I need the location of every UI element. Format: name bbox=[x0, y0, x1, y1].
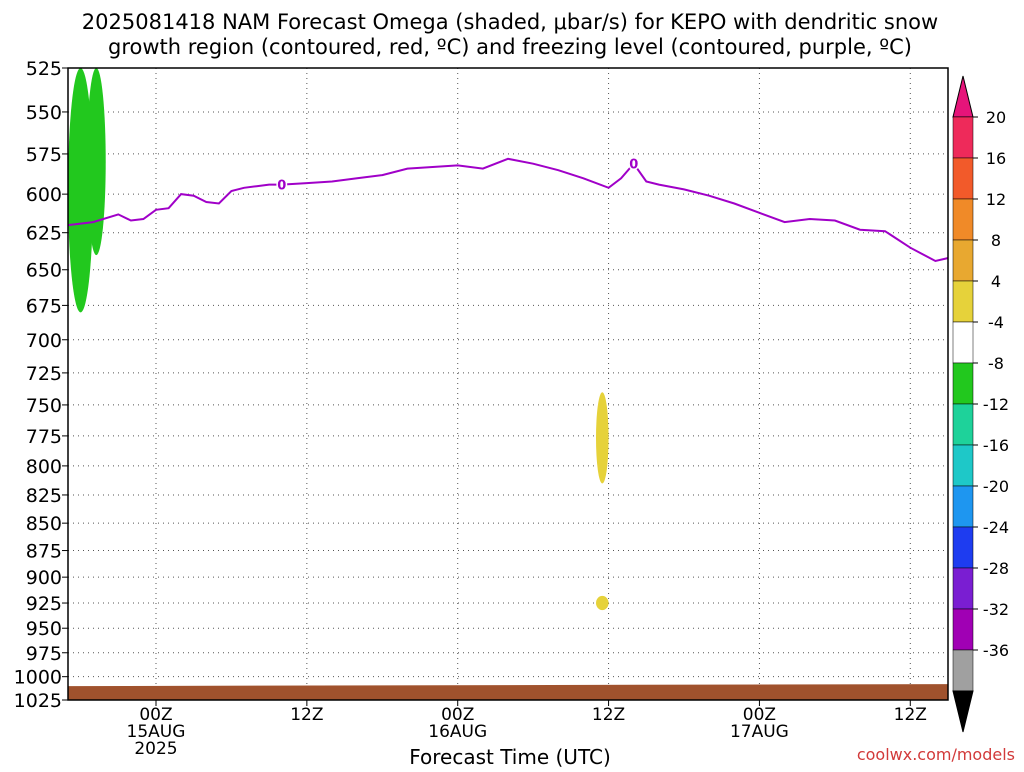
y-tick-label: 1025 bbox=[14, 690, 62, 712]
y-tick-label: 675 bbox=[26, 295, 62, 317]
y-tick-label: 700 bbox=[26, 330, 62, 352]
colorbar-swatch bbox=[952, 567, 974, 610]
x-tick-label: 12Z bbox=[894, 705, 927, 725]
colorbar-swatch bbox=[952, 116, 974, 159]
colorbar-label: -4 bbox=[988, 313, 1004, 332]
y-tick-label: 900 bbox=[26, 567, 62, 589]
freezing-level-line bbox=[68, 157, 948, 263]
colorbar-swatch bbox=[952, 321, 974, 364]
colorbar-swatch bbox=[952, 362, 974, 405]
y-tick-label: 600 bbox=[26, 184, 62, 206]
colorbar-label: -28 bbox=[983, 559, 1009, 578]
freezing-level-contour-label: 0 bbox=[277, 179, 286, 194]
x-tick-label: 12Z bbox=[592, 705, 625, 725]
colorbar-label: -16 bbox=[983, 436, 1009, 455]
terrain-fill bbox=[68, 684, 948, 700]
gridlines bbox=[68, 67, 948, 701]
colorbar-swatch bbox=[952, 526, 974, 569]
colorbar-label: -8 bbox=[988, 354, 1004, 373]
x-tick-label: 00Z bbox=[441, 705, 474, 725]
omega-region bbox=[86, 68, 106, 256]
plot-background bbox=[68, 68, 948, 700]
colorbar-top-arrow bbox=[952, 75, 974, 118]
colorbar-label: 12 bbox=[986, 190, 1006, 209]
x-tick-date-label: 15AUG bbox=[127, 722, 186, 742]
y-tick-label: 975 bbox=[26, 643, 62, 665]
freezing-level-contour: 00 bbox=[68, 156, 948, 263]
y-tick-label: 575 bbox=[26, 144, 62, 166]
colorbar-label: -12 bbox=[983, 395, 1009, 414]
colorbar-swatch bbox=[952, 198, 974, 241]
y-tick-label: 625 bbox=[26, 223, 62, 245]
omega-region bbox=[596, 595, 609, 611]
plot-frame bbox=[67, 67, 949, 701]
x-tick-label: 12Z bbox=[290, 705, 323, 725]
y-tick-label: 925 bbox=[26, 593, 62, 615]
x-tick-year-label: 2025 bbox=[134, 739, 177, 759]
omega-region bbox=[596, 392, 609, 484]
colorbar-swatch bbox=[952, 403, 974, 446]
colorbar-label: 4 bbox=[991, 272, 1001, 291]
y-axis-ticks: 525 550 575 600 625 650 675 700 725 750 775 800 825 8… bbox=[14, 58, 68, 712]
colorbar-swatch bbox=[952, 649, 974, 692]
colorbar: 20 16 12 8 4 -4 -8 -12 -16 -20 -24 -28 -32 -36 bbox=[952, 75, 1009, 733]
omega-region bbox=[68, 68, 94, 313]
colorbar-label: -36 bbox=[983, 641, 1009, 660]
colorbar-swatch bbox=[952, 608, 974, 651]
omega-region bbox=[1017, 68, 1024, 653]
y-tick-label: 950 bbox=[26, 618, 62, 640]
colorbar-swatch bbox=[952, 280, 974, 323]
y-tick-label: 825 bbox=[26, 485, 62, 507]
colorbar-swatch bbox=[952, 239, 974, 282]
colorbar-label: -32 bbox=[983, 600, 1009, 619]
y-tick-label: 525 bbox=[26, 58, 62, 80]
x-axis-label: Forecast Time (UTC) bbox=[409, 745, 611, 768]
y-tick-label: 875 bbox=[26, 541, 62, 563]
y-tick-label: 750 bbox=[26, 395, 62, 417]
x-tick-date-label: 16AUG bbox=[428, 722, 487, 742]
colorbar-label: -24 bbox=[983, 518, 1009, 537]
colorbar-label: 20 bbox=[986, 108, 1006, 127]
x-tick-label: 00Z bbox=[743, 705, 776, 725]
colorbar-bottom-arrow bbox=[952, 690, 974, 733]
colorbar-swatch bbox=[952, 485, 974, 528]
chart-title-line-1: 2025081418 NAM Forecast Omega (shaded, μ… bbox=[82, 10, 938, 34]
y-tick-label: 650 bbox=[26, 260, 62, 282]
freezing-level-contour-label: 0 bbox=[629, 158, 638, 173]
y-tick-label: 800 bbox=[26, 456, 62, 478]
watermark: coolwx.com/models bbox=[857, 745, 1015, 764]
y-tick-label: 1000 bbox=[14, 667, 62, 689]
colorbar-swatch bbox=[952, 444, 974, 487]
y-tick-label: 725 bbox=[26, 363, 62, 385]
colorbar-label: -20 bbox=[983, 477, 1009, 496]
omega-shading bbox=[68, 68, 1024, 653]
colorbar-label: 8 bbox=[991, 231, 1001, 250]
y-tick-label: 850 bbox=[26, 513, 62, 535]
x-tick-date-label: 17AUG bbox=[730, 722, 789, 742]
y-tick-label: 550 bbox=[26, 102, 62, 124]
colorbar-label: 16 bbox=[986, 149, 1006, 168]
y-tick-label: 775 bbox=[26, 426, 62, 448]
chart-title-line-2: growth region (contoured, red, ºC) and f… bbox=[108, 35, 912, 59]
x-tick-label: 00Z bbox=[139, 705, 172, 725]
terrain bbox=[68, 684, 948, 700]
colorbar-swatch bbox=[952, 157, 974, 200]
